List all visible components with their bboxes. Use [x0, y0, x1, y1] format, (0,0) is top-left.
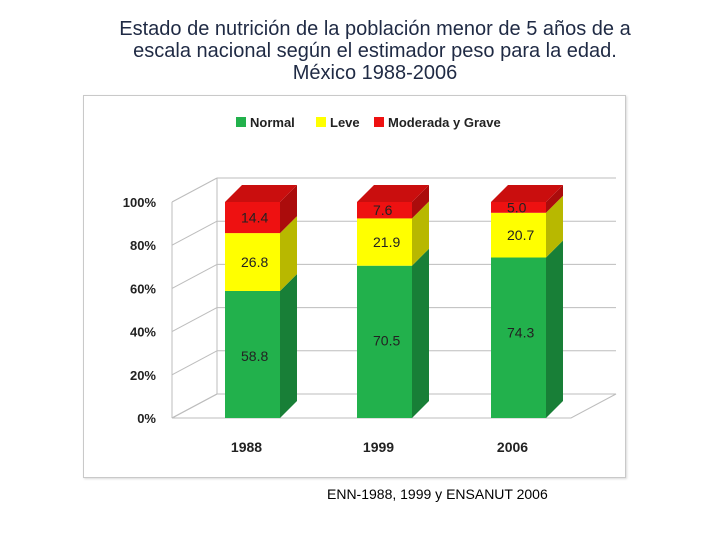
x-axis-labels: 1988 1999 2006 — [231, 439, 528, 455]
bar-1999-leve-side — [412, 201, 429, 266]
bar-1999-moderada-y-grave — [357, 202, 412, 219]
bar-1988-normal — [225, 290, 280, 418]
bar-1999-top — [357, 185, 429, 202]
bars: 58.8 26.8 14.4 70.5 21.9 7.6 74.3 20.7 5.0 — [225, 185, 563, 418]
data-label-2006-normal: 74.3 — [507, 325, 534, 341]
bar-2006-normal — [491, 257, 546, 418]
bar-1999-normal — [357, 265, 412, 418]
y-axis: 0% 20% 40% 60% 80% 100% — [123, 195, 173, 426]
data-label-1999-moderada-y-grave: 7.6 — [373, 202, 393, 218]
bar-2006-leve-side — [546, 195, 563, 258]
title-line-3: México 1988-2006 — [292, 62, 458, 84]
legend-swatch-normal — [236, 117, 246, 127]
legend: Normal Leve Moderada y Grave — [236, 115, 501, 130]
data-label-1988-normal: 58.8 — [241, 348, 268, 364]
x-tick-label-1999: 1999 — [363, 439, 394, 455]
bar-1988-moderada-y-grave-side — [280, 185, 297, 234]
data-label-1988-moderada-y-grave: 14.4 — [241, 210, 268, 226]
bar-1988-moderada-y-grave — [225, 202, 280, 234]
bar-2006-moderada-y-grave-side — [546, 185, 563, 213]
y-tick-label: 80% — [130, 238, 156, 253]
data-label-2006-moderada-y-grave: 5.0 — [507, 199, 527, 215]
slide-title: Estado de nutrición de la población meno… — [60, 18, 690, 84]
data-label-1988-leve: 26.8 — [241, 254, 268, 270]
legend-swatch-moderada-y-grave — [374, 117, 384, 127]
stacked-bar-chart: Normal Leve Moderada y Grave 0% 20% 40% 60% 80… — [123, 115, 617, 455]
gridline-diagonal — [171, 263, 218, 289]
gridline-diagonal — [171, 220, 218, 246]
x-tick-label-1988: 1988 — [231, 439, 262, 455]
chart-frame: Normal Leve Moderada y Grave 0% 20% 40% 60% 80… — [83, 95, 626, 478]
bar-2006-moderada-y-grave — [491, 202, 546, 213]
bar-1988-leve — [225, 233, 280, 291]
source-note: ENN-1988, 1999 y ENSANUT 2006 — [327, 486, 548, 502]
data-label-1999-leve: 21.9 — [373, 234, 400, 250]
bar-2006-leve — [491, 212, 546, 258]
gridline-diagonal — [171, 177, 218, 203]
bar-1988-top — [225, 185, 297, 202]
data-label-2006-leve: 20.7 — [507, 227, 534, 243]
legend-label-leve: Leve — [330, 115, 360, 130]
gridline-diagonal — [171, 307, 218, 333]
legend-label-moderada-y-grave: Moderada y Grave — [388, 115, 501, 130]
y-tick-label: 100% — [123, 195, 157, 210]
legend-swatch-leve — [316, 117, 326, 127]
gridline-diagonal — [171, 350, 218, 376]
y-tick-label: 0% — [137, 411, 156, 426]
bar-1999-leve — [357, 218, 412, 266]
gridline-diagonal — [171, 393, 218, 419]
legend-label-normal: Normal — [250, 115, 295, 130]
y-tick-label: 20% — [130, 368, 156, 383]
y-tick-label: 40% — [130, 325, 156, 340]
bar-1988-leve-side — [280, 216, 297, 291]
x-tick-label-2006: 2006 — [497, 439, 528, 455]
data-label-1999-normal: 70.5 — [373, 333, 400, 349]
y-tick-label: 60% — [130, 281, 156, 296]
title-line-2: escala nacional según el estimador peso … — [133, 40, 617, 62]
bar-2006-normal-side — [546, 240, 563, 418]
bar-1999-normal-side — [412, 248, 429, 418]
bar-1988-normal-side — [280, 273, 297, 418]
title-line-1: Estado de nutrición de la población meno… — [119, 18, 631, 40]
bar-2006-top — [491, 185, 563, 202]
bar-1999-moderada-y-grave-side — [412, 185, 429, 219]
